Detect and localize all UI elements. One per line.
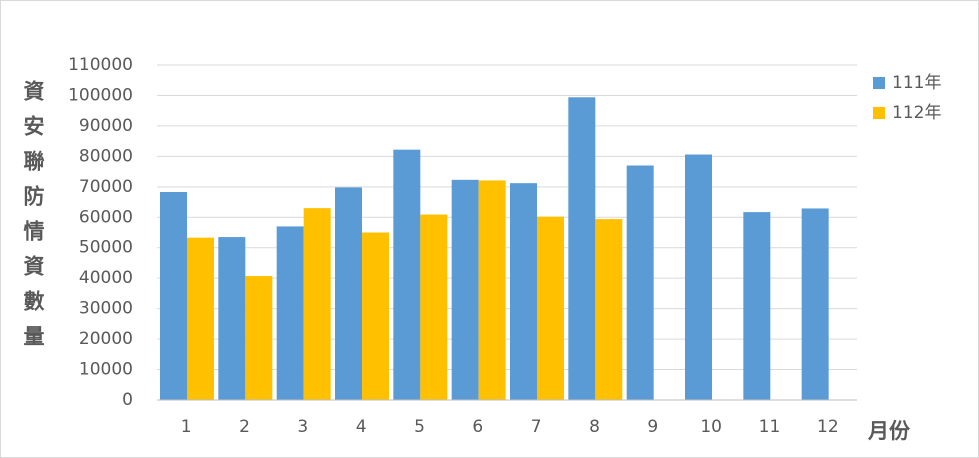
x-tick-label: 3 — [297, 417, 308, 437]
bar — [335, 187, 362, 400]
y-tick-label: 30000 — [79, 299, 133, 319]
bar — [595, 219, 623, 400]
x-tick-label: 11 — [759, 417, 781, 437]
legend-label: 111年 — [892, 73, 941, 93]
x-tick-label: 12 — [817, 417, 839, 437]
bar — [743, 212, 771, 400]
bar — [420, 214, 448, 400]
x-tick-label: 10 — [700, 417, 722, 437]
bar — [362, 232, 389, 400]
bar — [685, 154, 712, 400]
bar — [303, 208, 331, 400]
legend-swatch — [873, 107, 885, 119]
y-tick-label: 20000 — [79, 329, 133, 349]
x-tick-label: 7 — [531, 417, 542, 437]
y-tick-label: 10000 — [79, 360, 133, 380]
y-axis-title: 資安聯防情資數量 — [21, 79, 45, 360]
x-tick-label: 8 — [589, 417, 600, 437]
bar — [245, 276, 273, 400]
bar — [510, 183, 537, 400]
bar — [626, 165, 654, 400]
y-tick-label: 80000 — [79, 146, 133, 166]
x-tick-label: 4 — [356, 417, 367, 437]
bar — [276, 226, 304, 400]
y-tick-label: 50000 — [79, 238, 133, 258]
bar — [218, 237, 246, 400]
y-tick-label: 70000 — [79, 177, 133, 197]
y-tick-label: 90000 — [79, 116, 133, 136]
y-tick-label: 0 — [122, 390, 133, 410]
bar — [478, 180, 506, 400]
x-tick-label: 2 — [239, 417, 250, 437]
y-tick-label: 110000 — [68, 55, 133, 75]
legend-swatch — [873, 77, 885, 89]
bar — [801, 208, 829, 400]
bar — [187, 237, 214, 400]
y-tick-label: 60000 — [79, 207, 133, 227]
x-tick-label: 1 — [181, 417, 192, 437]
bar — [451, 179, 479, 400]
legend-label: 112年 — [892, 103, 941, 123]
x-axis-title: 月份 — [867, 419, 911, 443]
x-tick-label: 6 — [472, 417, 483, 437]
x-tick-label: 9 — [647, 417, 658, 437]
y-tick-label: 100000 — [68, 85, 133, 105]
y-tick-label: 40000 — [79, 268, 133, 288]
bar — [537, 216, 564, 400]
bar — [393, 149, 421, 400]
bar — [160, 191, 187, 400]
bar — [568, 97, 596, 401]
x-tick-label: 5 — [414, 417, 425, 437]
